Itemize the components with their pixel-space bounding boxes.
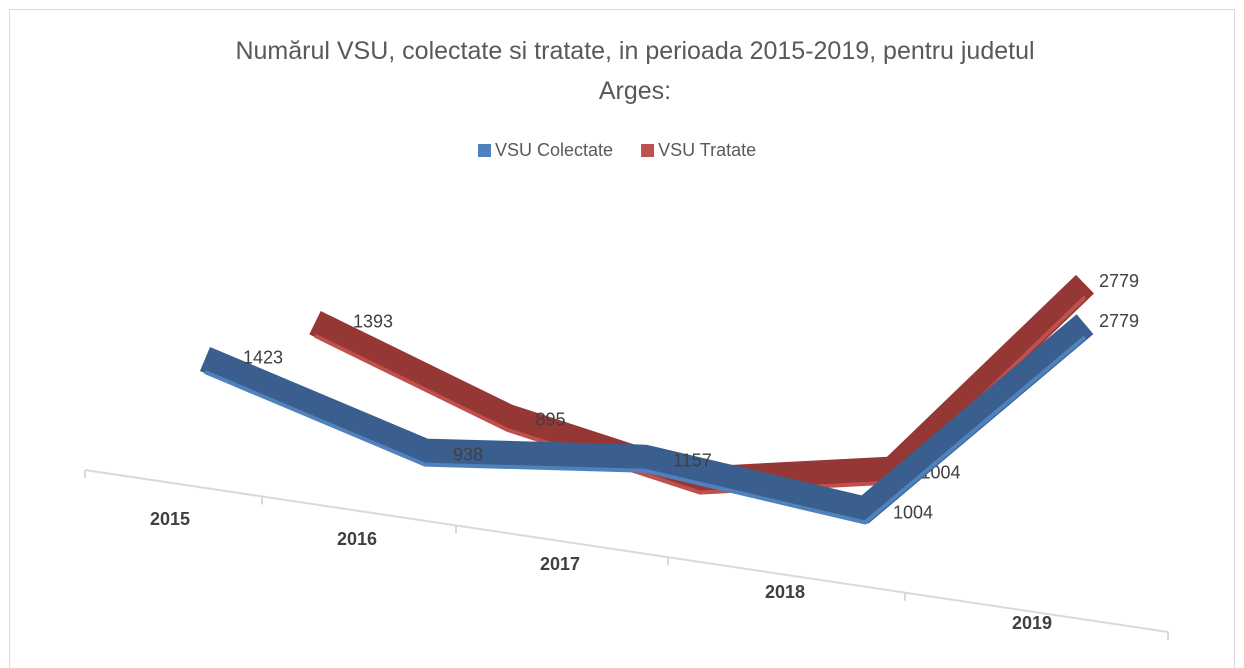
data-label: 2779 [1099, 271, 1139, 291]
x-tick-label: 2015 [150, 509, 190, 529]
x-tick-label: 2019 [1012, 613, 1052, 633]
x-tick-label: 2018 [765, 582, 805, 602]
data-label: 2779 [1099, 311, 1139, 331]
x-tick-label: 2016 [337, 529, 377, 549]
data-label: 1157 [673, 450, 712, 470]
data-label: 1004 [893, 502, 933, 522]
series-line [199, 314, 1094, 524]
data-label: 1393 [353, 311, 393, 331]
data-label: 895 [536, 410, 566, 430]
legend-label: VSU Colectate [495, 140, 613, 160]
data-label: 1423 [243, 348, 283, 368]
data-label: 938 [453, 444, 483, 464]
x-tick-label: 2017 [540, 554, 580, 574]
chart-title: Numărul VSU, colectate si tratate, in pe… [235, 37, 1034, 105]
legend-label: VSU Tratate [658, 140, 756, 160]
floor-axis [84, 469, 1169, 633]
legend-swatch [641, 144, 655, 157]
series-edge [204, 335, 1087, 525]
legend-swatch [478, 144, 491, 157]
